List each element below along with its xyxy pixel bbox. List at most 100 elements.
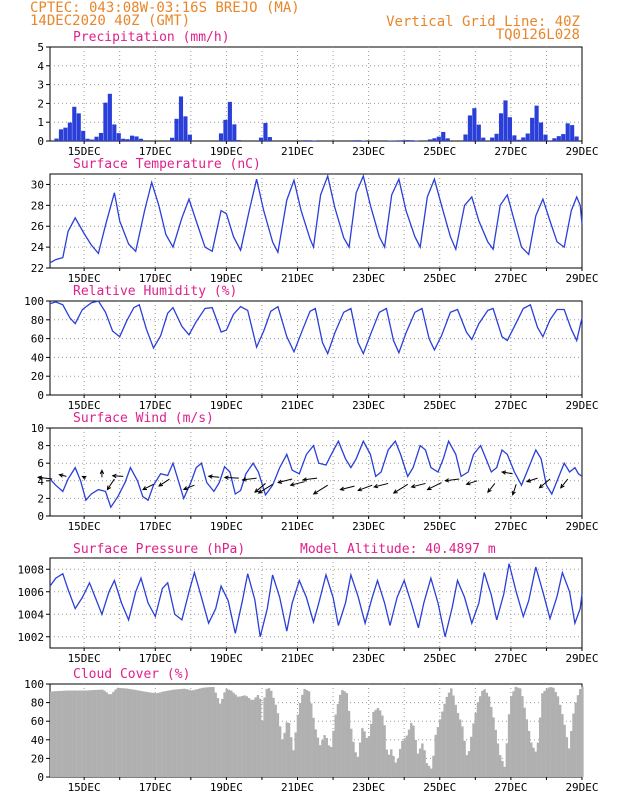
pres-title: Surface Pressure (hPa) (73, 542, 245, 557)
temp-frame (50, 174, 582, 268)
cloud-bar (246, 696, 248, 777)
cloud-bar (154, 693, 156, 777)
precip-bar (228, 102, 232, 141)
rh-ytick-label: 40 (31, 351, 44, 364)
cloud-bar (81, 691, 83, 777)
cloud-bar (123, 688, 125, 777)
cloud-bar (332, 731, 334, 777)
cloud-bar (170, 690, 172, 777)
cloud-bar (117, 688, 119, 777)
rh-ytick-label: 80 (31, 314, 44, 327)
wind-xtick-label: 21DEC (281, 520, 314, 533)
pres-xtick-label: 25DEC (423, 652, 456, 665)
precip-ytick-label: 0 (37, 135, 44, 148)
precip-bar (90, 140, 94, 141)
precip-bar (183, 116, 187, 141)
cloud-bar (230, 691, 232, 777)
cloud-bar (199, 688, 201, 777)
cloud-bar (239, 697, 241, 777)
cloud-bar (555, 692, 557, 777)
rh-xtick-label: 21DEC (281, 399, 314, 412)
precip-bar (552, 138, 556, 141)
wind-xtick-label: 23DEC (352, 520, 385, 533)
cloud-bar (150, 693, 152, 777)
precip-bar (188, 135, 192, 141)
precip-bar (303, 140, 307, 141)
cloud-bar (363, 731, 365, 777)
cloud-bar (250, 700, 252, 777)
cloud-bar (503, 767, 505, 777)
cloud-bar (79, 691, 81, 777)
cloud-bar (103, 691, 105, 777)
cloud-bar (566, 737, 568, 777)
cloud-bar (188, 690, 190, 777)
cloud-bar (319, 745, 321, 777)
precip-bar (259, 138, 263, 141)
cloud-bar (532, 748, 534, 777)
cloud-ytick-label: 100 (24, 678, 44, 691)
cloud-bar (54, 691, 56, 777)
cloud-ytick-label: 0 (37, 771, 44, 784)
cloud-bar (221, 699, 223, 777)
pres-xtick-label: 23DEC (352, 652, 385, 665)
cloud-bar (435, 735, 437, 777)
cloud-bar (488, 697, 490, 777)
pres-xtick-label: 29DEC (565, 652, 598, 665)
cloud-bar (492, 717, 494, 777)
cloud-bar (352, 742, 354, 777)
cloud-bar (208, 687, 210, 777)
precip-bar (223, 120, 227, 141)
cloud-bar (112, 692, 114, 777)
cloud-bar (70, 691, 72, 777)
cloud-bar (94, 690, 96, 777)
cloud-bar (541, 693, 543, 777)
precip-bar (103, 103, 107, 141)
cloud-bar (390, 749, 392, 777)
precip-bar (54, 139, 58, 141)
pres-ytick-label: 1004 (18, 608, 45, 621)
cloud-xtick-label: 15DEC (68, 781, 101, 794)
cloud-bar (130, 689, 132, 777)
wind-xtick-label: 17DEC (139, 520, 172, 533)
cloud-bar (83, 691, 85, 777)
cloud-bar (143, 692, 145, 777)
cloud-bar (310, 703, 312, 777)
cloud-bar (237, 697, 239, 777)
precip-bar (526, 133, 530, 141)
cloud-bar (279, 726, 281, 777)
precip-bar (134, 136, 138, 141)
precip-bar (410, 140, 414, 141)
cloud-bar (212, 687, 214, 777)
cloud-bar (570, 731, 572, 777)
precip-title: Precipitation (mm/h) (73, 30, 230, 45)
precip-bar (72, 107, 76, 141)
cloud-bar (297, 715, 299, 777)
cloud-bar (101, 690, 103, 777)
precip-bar (397, 140, 401, 141)
cloud-bar (479, 696, 481, 777)
cloud-bar (299, 703, 301, 777)
cloud-bar (521, 696, 523, 777)
cloud-bar (88, 690, 90, 777)
cloud-bar (59, 691, 61, 777)
precip-bar (575, 136, 579, 141)
cloud-bar (141, 691, 143, 777)
rh-title: Relative Humidity (%) (73, 284, 237, 299)
cloud-bar (450, 688, 452, 777)
cloud-bar (243, 695, 245, 777)
cloud-bar (563, 725, 565, 777)
cloud-bar (281, 740, 283, 777)
cloud-bar (475, 713, 477, 777)
cloud-bar (428, 766, 430, 777)
cloud-bar (152, 693, 154, 777)
cloud-bar (330, 747, 332, 777)
cloud-bar (461, 726, 463, 777)
wind-ytick-label: 8 (37, 440, 44, 453)
temp-xtick-label: 27DEC (494, 272, 527, 285)
cloud-bar (210, 687, 212, 777)
precip-bar (352, 140, 356, 141)
cloud-bar (512, 691, 514, 777)
cloud-bar (326, 738, 328, 777)
cloud-bar (448, 693, 450, 777)
cloud-bar (481, 691, 483, 777)
